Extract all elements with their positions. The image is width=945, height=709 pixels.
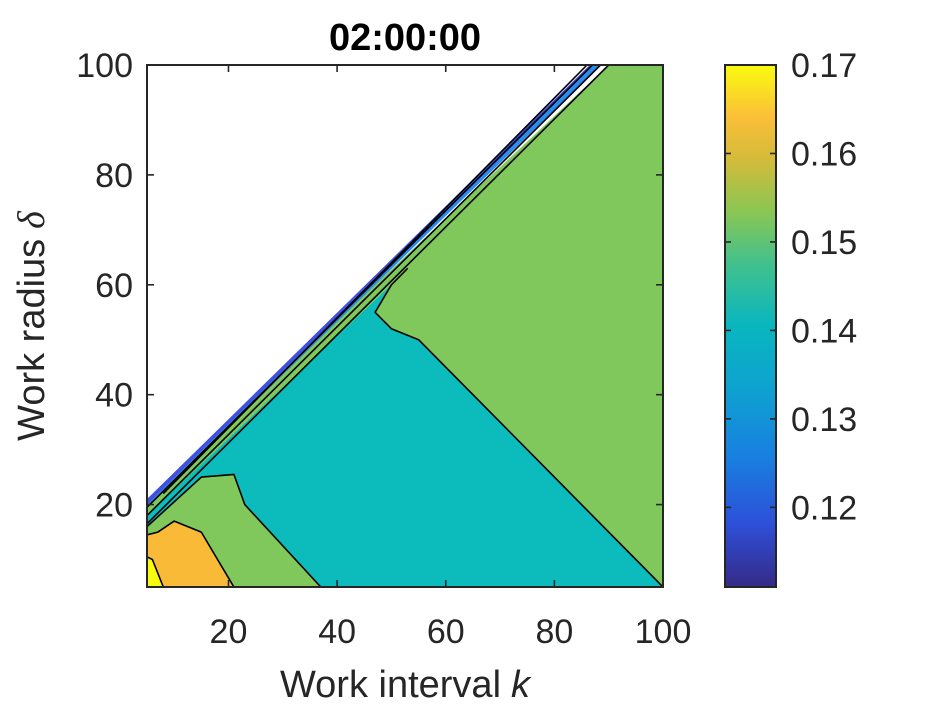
x-axis-variable: k — [511, 664, 532, 706]
plot-frame — [146, 64, 664, 588]
plot-area: 20 40 60 80 100 20 40 60 80 100 — [76, 47, 691, 651]
contour-region-1 — [147, 284, 663, 587]
contour-line-3 — [162, 65, 588, 495]
y-tick-label: 40 — [95, 377, 133, 415]
x-axis-label: Work interval — [280, 664, 501, 706]
contour-line-0 — [147, 65, 610, 525]
colorbar-tick-label: 0.13 — [791, 401, 857, 439]
contour-lines — [147, 65, 663, 587]
svg-text:Work radiusδ: Work radius δ — [11, 210, 53, 441]
contour-line-5 — [147, 520, 235, 587]
colorbar: 0.12 0.13 0.14 0.15 0.16 0.17 — [724, 47, 857, 588]
y-tick-label: 100 — [76, 47, 133, 85]
contour-line-1 — [147, 65, 602, 517]
contour-line-4 — [374, 267, 663, 587]
colorbar-tick-label: 0.14 — [791, 312, 857, 350]
x-tick-label: 40 — [318, 613, 356, 651]
contour-region-4 — [147, 556, 164, 587]
colorbar-gradient — [724, 64, 777, 588]
y-axis-variable: δ — [11, 210, 53, 229]
x-axis-title: Work interval k — [280, 664, 532, 706]
x-tick-label: 60 — [427, 613, 465, 651]
contour-region-3 — [147, 521, 234, 587]
contour-region-5 — [147, 65, 601, 508]
axis-ticks: 20 40 60 80 100 20 40 60 80 100 — [76, 47, 691, 651]
colorbar-tick-label: 0.15 — [791, 224, 857, 262]
x-tick-label: 80 — [535, 613, 573, 651]
contour-line-2 — [147, 65, 593, 508]
x-tick-label: 20 — [210, 613, 248, 651]
colorbar-tick-label: 0.12 — [791, 489, 857, 527]
y-tick-label: 60 — [95, 267, 133, 305]
chart-title: 02:00:00 — [329, 17, 481, 59]
colorbar-ticks: 0.12 0.13 0.14 0.15 0.16 0.17 — [725, 47, 857, 527]
contour-line-7 — [147, 556, 165, 587]
y-axis-title: Work radius δ — [11, 210, 53, 441]
y-tick-label: 20 — [95, 487, 133, 525]
colorbar-tick-label: 0.17 — [791, 47, 857, 85]
y-axis-label: Work radius — [11, 239, 53, 441]
x-tick-label: 100 — [635, 613, 692, 651]
colorbar-tick-label: 0.16 — [791, 135, 857, 173]
contour-line-6 — [147, 473, 322, 587]
y-tick-label: 80 — [95, 157, 133, 195]
